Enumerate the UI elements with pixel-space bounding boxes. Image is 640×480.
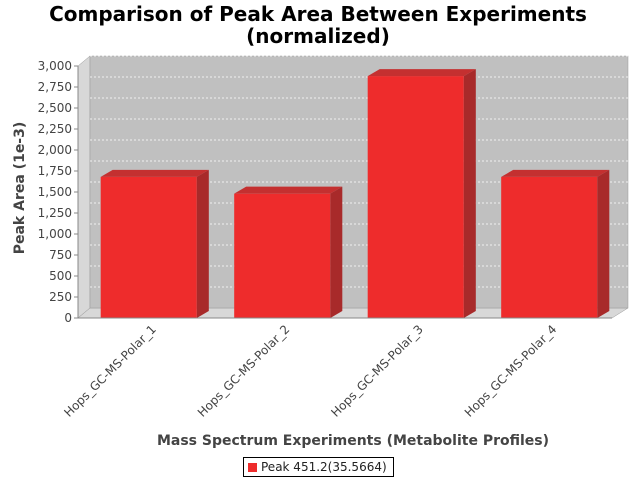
y-axis: 0 250 500 750 1,000 1,250 1,500 1,750 2,000 2,250… [38, 59, 79, 325]
bar-front [234, 193, 331, 318]
bar [234, 186, 343, 318]
chart-title: Comparison of Peak Area Between Experime… [49, 2, 587, 48]
bar-front [100, 176, 197, 318]
y-tick-label: 1,000 [38, 227, 72, 241]
chart-title-line-2: (normalized) [246, 24, 390, 48]
bar-side [330, 186, 343, 318]
y-tick-label: 1,250 [38, 206, 72, 220]
x-axis: Hops_GC-MS-Polar_1 Hops_GC-MS-Polar_2 Hops… [61, 317, 612, 420]
x-axis-label: Mass Spectrum Experiments (Metabolite Pr… [157, 433, 549, 449]
x-tick-label: Hops_GC-MS-Polar_4 [462, 322, 560, 420]
bar-front [367, 76, 464, 318]
y-tick-label: 1,750 [38, 164, 72, 178]
legend: Peak 451.2(35.5664) [243, 457, 394, 477]
y-tick-label: 3,000 [38, 59, 72, 73]
y-tick-label: 2,500 [38, 101, 72, 115]
x-tick-label: Hops_GC-MS-Polar_3 [328, 322, 426, 420]
bar-front [501, 176, 598, 318]
bar-top [367, 69, 476, 77]
y-tick-label: 2,000 [38, 143, 72, 157]
x-tick-label: Hops_GC-MS-Polar_2 [195, 322, 293, 420]
y-tick-label: 750 [49, 248, 72, 262]
bar-side [463, 69, 476, 318]
bar [100, 169, 209, 318]
legend-label: Peak 451.2(35.5664) [261, 460, 387, 474]
y-axis-label: Peak Area (1e-3) [12, 122, 28, 255]
bar-top [501, 169, 610, 177]
bar [367, 69, 476, 318]
bar-top [234, 186, 343, 194]
x-tick-label: Hops_GC-MS-Polar_1 [61, 322, 159, 420]
bar-side [196, 169, 209, 318]
y-tick-label: 0 [64, 311, 72, 325]
bar [501, 169, 610, 318]
bar-top [100, 169, 209, 177]
y-tick-label: 1,500 [38, 185, 72, 199]
y-tick-label: 250 [49, 290, 72, 304]
side-wall [77, 55, 91, 319]
bars [100, 69, 610, 318]
y-tick-label: 500 [49, 269, 72, 283]
y-tick-label: 2,250 [38, 122, 72, 136]
chart-title-line-1: Comparison of Peak Area Between Experime… [49, 2, 587, 26]
legend-swatch [248, 462, 257, 472]
bar-side [597, 169, 610, 318]
y-tick-label: 2,750 [38, 80, 72, 94]
